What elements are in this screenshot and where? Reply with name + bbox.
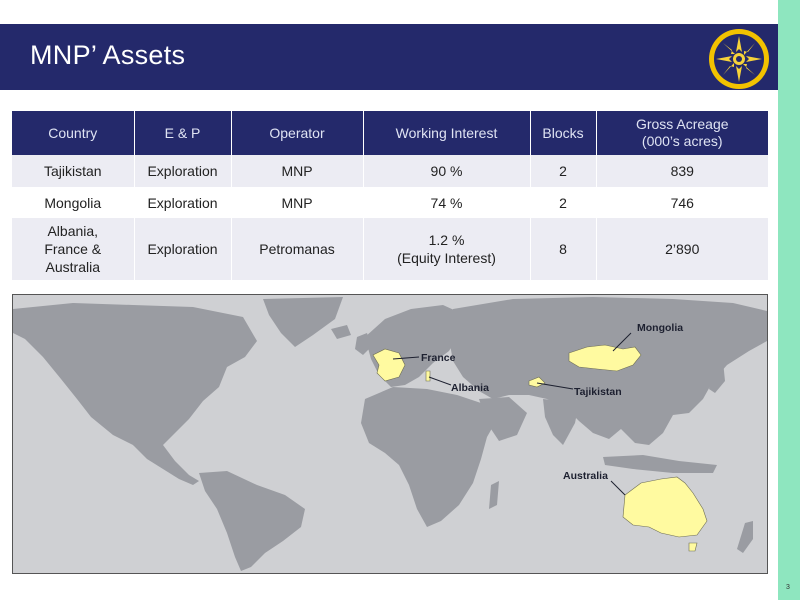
title-bar — [0, 24, 778, 90]
france-highlight — [372, 348, 406, 382]
cell-gross-acreage: 2’890 — [596, 218, 768, 280]
cell-operator: MNP — [231, 187, 364, 218]
table-header-row: Country E & P Operator Working Interest … — [12, 111, 768, 155]
table-row: Tajikistan Exploration MNP 90 % 2 839 — [12, 155, 768, 187]
assets-table: Country E & P Operator Working Interest … — [12, 111, 768, 280]
cell-country: Mongolia — [12, 187, 135, 218]
sun-logo-icon — [709, 29, 769, 89]
central-america-shape — [133, 445, 199, 485]
mongolia-highlight — [568, 344, 642, 372]
map-label-albania: Albania — [451, 382, 489, 394]
arabia-shape — [479, 397, 527, 441]
south-america-shape — [199, 471, 305, 571]
uk-shape — [355, 333, 371, 355]
north-america-shape — [13, 303, 257, 459]
cell-working-interest: 1.2 % (Equity Interest) — [363, 218, 531, 280]
cell-working-interest: 90 % — [363, 155, 531, 187]
page-number: 3 — [786, 584, 790, 591]
table-row: Albania, France & Australia Exploration … — [12, 218, 768, 280]
cell-ep: Exploration — [134, 218, 232, 280]
map-label-australia: Australia — [563, 470, 608, 482]
tajikistan-highlight — [528, 376, 546, 388]
india-shape — [543, 399, 579, 445]
cell-blocks: 8 — [530, 218, 597, 280]
map-label-france: France — [421, 352, 456, 364]
table-row: Mongolia Exploration MNP 74 % 2 746 — [12, 187, 768, 218]
cell-working-interest: 74 % — [363, 187, 531, 218]
australia-highlight — [622, 476, 708, 538]
cell-operator: Petromanas — [231, 218, 364, 280]
col-header-country: Country — [12, 111, 135, 155]
map-label-tajikistan: Tajikistan — [574, 386, 622, 398]
cell-blocks: 2 — [530, 187, 597, 218]
asia-shape — [449, 297, 767, 445]
iceland-shape — [331, 325, 351, 339]
tasmania-highlight — [688, 542, 698, 552]
cell-gross-acreage: 746 — [596, 187, 768, 218]
cell-blocks: 2 — [530, 155, 597, 187]
cell-country: Albania, France & Australia — [12, 218, 135, 280]
cell-ep: Exploration — [134, 187, 232, 218]
col-header-working-interest: Working Interest — [363, 111, 531, 155]
map-label-mongolia: Mongolia — [637, 322, 683, 334]
col-header-gross-acreage: Gross Acreage (000’s acres) — [596, 111, 768, 155]
indonesia-shape — [603, 455, 717, 473]
greenland-shape — [263, 297, 343, 347]
cell-gross-acreage: 839 — [596, 155, 768, 187]
madagascar-shape — [489, 481, 499, 509]
albania-highlight — [425, 370, 431, 382]
col-header-operator: Operator — [231, 111, 364, 155]
col-header-blocks: Blocks — [530, 111, 597, 155]
africa-shape — [361, 387, 495, 527]
cell-ep: Exploration — [134, 155, 232, 187]
world-map: Mongolia France Albania Tajikistan Austr… — [12, 294, 768, 574]
japan-shape — [709, 361, 725, 393]
col-header-ep: E & P — [134, 111, 232, 155]
slide-title: MNP’ Assets — [30, 40, 186, 70]
new-zealand-shape — [737, 521, 753, 553]
cell-country: Tajikistan — [12, 155, 135, 187]
side-accent-strip — [778, 0, 800, 600]
cell-operator: MNP — [231, 155, 364, 187]
